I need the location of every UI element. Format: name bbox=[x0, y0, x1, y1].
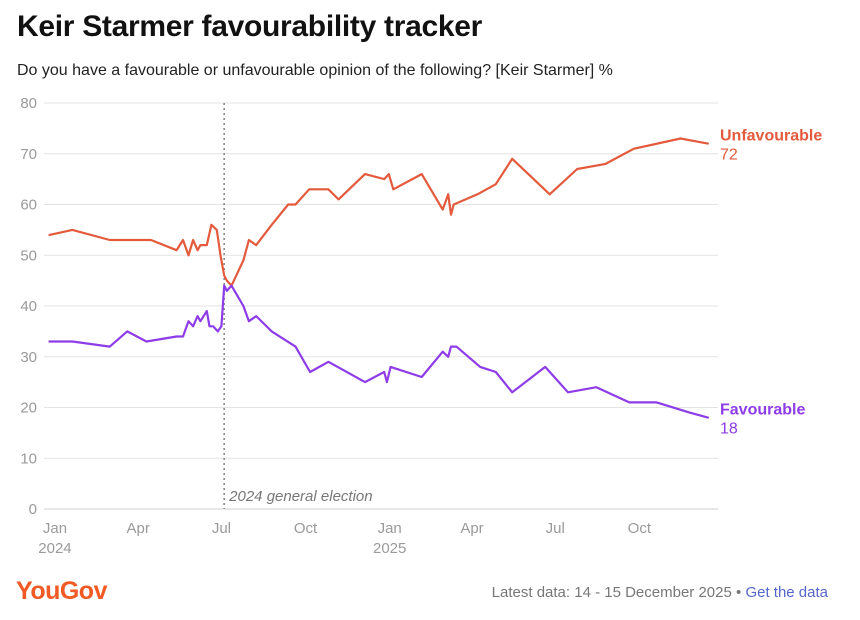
series-end-value-favourable: 18 bbox=[720, 421, 738, 438]
x-year-label: 2024 bbox=[38, 540, 71, 557]
y-tick-label: 60 bbox=[20, 197, 37, 214]
y-tick-label: 0 bbox=[29, 501, 37, 518]
x-tick-label: Apr bbox=[127, 520, 150, 537]
x-year-label: 2025 bbox=[373, 540, 406, 557]
x-tick-label: Oct bbox=[294, 520, 318, 537]
annotation-layer: 2024 general election bbox=[223, 103, 373, 509]
x-tick-label: Jan bbox=[378, 520, 402, 537]
footer-meta: Latest data: 14 - 15 December 2025 • Get… bbox=[492, 584, 828, 601]
x-tick-label: Jul bbox=[546, 520, 565, 537]
y-tick-label: 70 bbox=[20, 146, 37, 163]
y-tick-label: 50 bbox=[20, 247, 37, 264]
y-tick-label: 40 bbox=[20, 298, 37, 315]
series-layer bbox=[48, 137, 709, 419]
x-tick-label: Jul bbox=[212, 520, 231, 537]
series-label-unfavourable: Unfavourable bbox=[720, 128, 822, 145]
election-annotation: 2024 general election bbox=[228, 488, 372, 505]
grid-layer bbox=[44, 102, 718, 510]
series-line-unfavourable bbox=[48, 137, 709, 287]
get-the-data-link[interactable]: Get the data bbox=[745, 584, 828, 601]
series-label-favourable: Favourable bbox=[720, 402, 805, 419]
latest-data-text: Latest data: 14 - 15 December 2025 bbox=[491, 584, 732, 601]
page-title: Keir Starmer favourability tracker bbox=[17, 10, 483, 43]
chart-subtitle: Do you have a favourable or unfavourable… bbox=[17, 62, 613, 79]
x-tick-label: Jan bbox=[43, 520, 67, 537]
label-layer: Unfavourable 72 Favourable 18 bbox=[720, 128, 822, 438]
series-line-favourable bbox=[48, 284, 709, 419]
x-tick-label: Apr bbox=[460, 520, 483, 537]
series-end-value-unfavourable: 72 bbox=[720, 147, 738, 164]
axis-layer: 0 10 20 30 40 50 60 70 80 Jan 2024 Apr Jul Oct Jan 2025… bbox=[20, 95, 652, 557]
y-tick-label: 20 bbox=[20, 400, 37, 417]
footer-separator: • bbox=[736, 584, 742, 601]
x-tick-label: Oct bbox=[628, 520, 652, 537]
y-tick-label: 30 bbox=[20, 349, 37, 366]
yougov-logo: YouGov bbox=[16, 577, 107, 605]
y-tick-label: 10 bbox=[20, 450, 37, 467]
y-tick-label: 80 bbox=[20, 95, 37, 112]
